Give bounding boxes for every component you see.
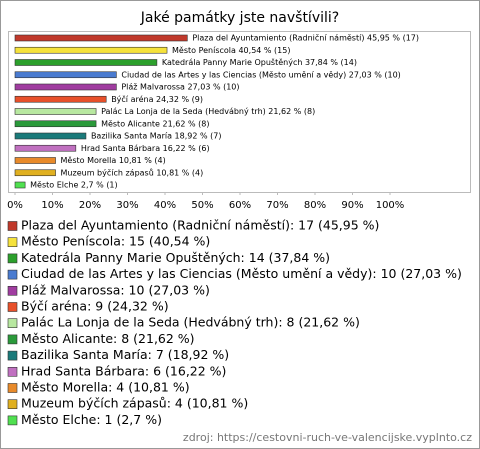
bar-label: Město Peníscola 40,54 % (15)	[172, 46, 290, 55]
bar-label: Bazilika Santa María 18,92 % (7)	[91, 132, 222, 141]
bar-label: Býčí aréna 24,32 % (9)	[111, 94, 203, 104]
x-tick-label: 90%	[341, 200, 363, 211]
bar	[14, 83, 117, 91]
legend-swatch	[7, 334, 18, 345]
bar	[14, 59, 158, 66]
legend-swatch	[7, 318, 18, 329]
bar	[14, 120, 97, 128]
bar-label: Plaza del Ayuntamiento (Radniční náměstí…	[192, 33, 419, 43]
bar	[14, 144, 77, 152]
bar-label: Ciudad de las Artes y las Ciencias (Měst…	[121, 70, 400, 79]
x-tick-label: 80%	[304, 200, 326, 211]
legend-swatch	[7, 285, 18, 296]
x-tick-label: 100%	[376, 200, 405, 211]
x-tick-label: 0%	[7, 200, 23, 211]
x-tick-label: 20%	[79, 200, 101, 211]
legend-label: Město Elche: 1 (2,7 %)	[21, 412, 162, 427]
legend-swatch	[7, 237, 18, 247]
legend-label: Plaza del Ayuntamiento (Radniční náměstí…	[21, 218, 379, 233]
x-tick-label: 60%	[229, 200, 251, 211]
bar-label: Palác La Lonja de la Seda (Hedvábný trh)…	[101, 107, 315, 116]
legend-swatch	[7, 269, 18, 280]
x-tick-label: 30%	[116, 200, 138, 211]
bar	[14, 95, 107, 103]
bar-label: Město Alicante 21,62 % (8)	[101, 119, 209, 128]
legend-label: Ciudad de las Artes y las Ciencias (Měst…	[21, 266, 462, 281]
x-tick-label: 10%	[41, 200, 63, 211]
bar-label: Hrad Santa Bárbara 16,22 % (6)	[81, 144, 210, 153]
legend-swatch	[7, 415, 18, 426]
legend-swatch	[7, 221, 18, 231]
legend-swatch	[7, 366, 18, 377]
bar-label: Město Elche 2,7 % (1)	[30, 181, 118, 190]
legend-label: Město Morella: 4 (10,81 %)	[21, 380, 190, 395]
bar	[14, 132, 87, 140]
legend-swatch	[7, 383, 18, 393]
bar	[14, 157, 56, 164]
legend-label: Hrad Santa Bárbara: 6 (16,22 %)	[21, 363, 226, 378]
bar	[14, 108, 97, 115]
bar	[14, 71, 117, 79]
bar	[14, 46, 168, 54]
legend-label: Bazilika Santa María: 7 (18,92 %)	[21, 347, 229, 362]
legend-swatch	[7, 399, 18, 410]
legend-swatch	[7, 253, 18, 264]
legend-swatch	[7, 350, 18, 361]
bar	[14, 34, 188, 42]
chart-title: Jaké památky jste navštívili?	[140, 10, 339, 26]
bar-label: Katedrála Panny Marie Opuštěných 37,84 %…	[162, 57, 357, 67]
legend-label: Býčí aréna: 9 (24,32 %)	[21, 299, 169, 314]
bar	[14, 169, 56, 177]
bar-label: Město Morella 10,81 % (4)	[61, 156, 166, 165]
x-tick-label: 50%	[191, 200, 213, 211]
legend-label: Muzeum býčích zápasů: 4 (10,81 %)	[21, 396, 248, 411]
legend-label: Pláž Malvarossa: 10 (27,03 %)	[21, 282, 210, 297]
bar-label: Pláž Malvarossa 27,03 % (10)	[121, 83, 239, 92]
legend-label: Palác La Lonja de la Seda (Hedvábný trh)…	[21, 315, 360, 330]
legend-label: Katedrála Panny Marie Opuštěných: 14 (37…	[21, 250, 330, 265]
bar-label: Muzeum býčích zápasů 10,81 % (4)	[61, 167, 204, 177]
source: zdroj: https://cestovni-ruch-ve-valencij…	[183, 431, 472, 444]
legend-label: Město Peníscola: 15 (40,54 %)	[21, 234, 210, 249]
legend-label: Město Alicante: 8 (21,62 %)	[21, 331, 195, 346]
legend-swatch	[7, 302, 18, 312]
bar	[14, 181, 26, 189]
x-tick-label: 40%	[154, 200, 176, 211]
x-tick-label: 70%	[266, 200, 288, 211]
